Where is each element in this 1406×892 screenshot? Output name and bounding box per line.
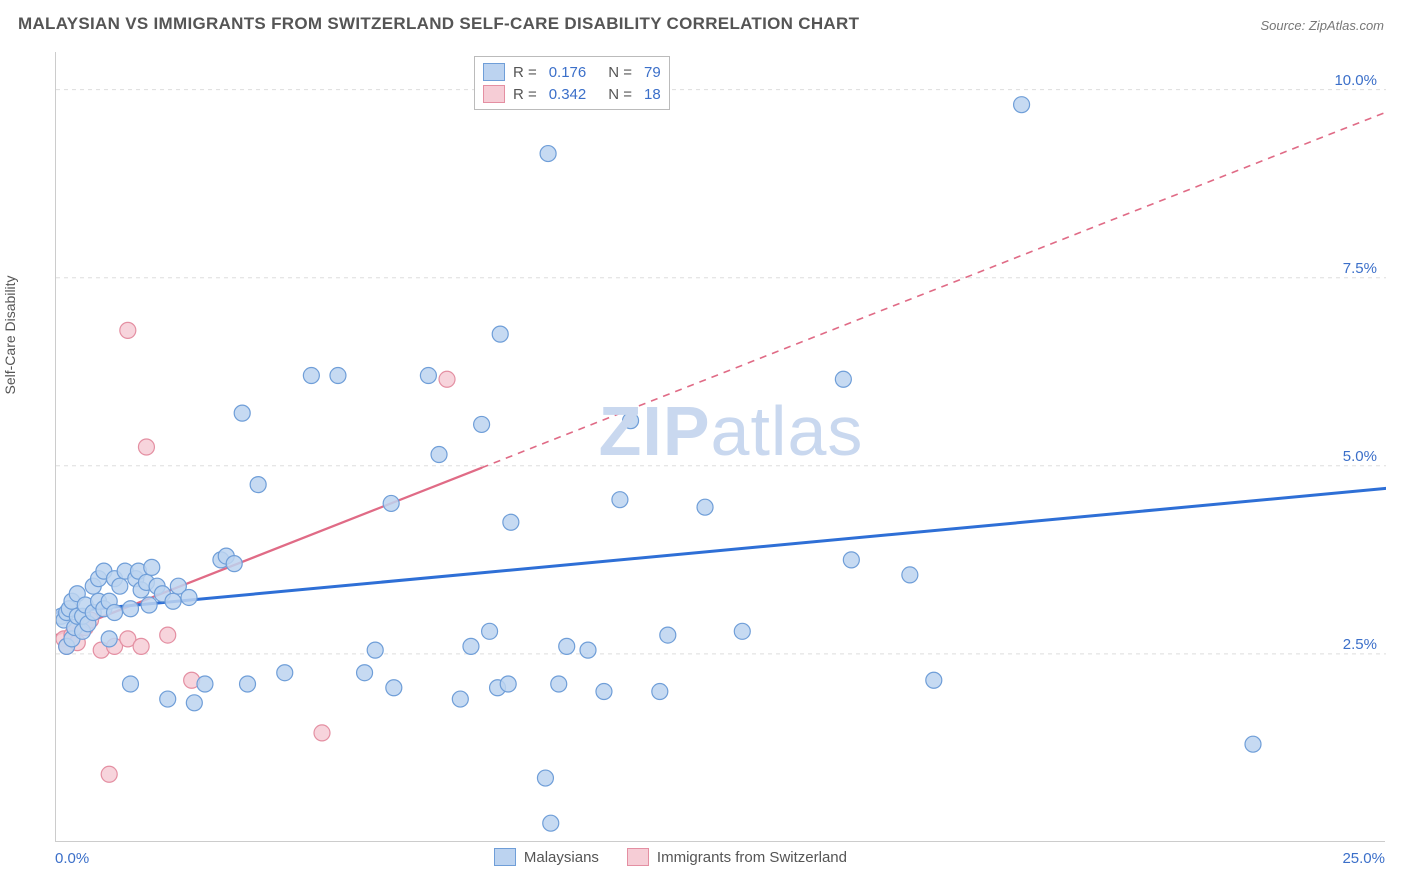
plot-area: ZIPatlas: [55, 52, 1385, 842]
x-tick-label: 0.0%: [55, 850, 89, 867]
legend-swatch: [483, 85, 505, 103]
legend-swatch: [627, 848, 649, 866]
chart-title: MALAYSIAN VS IMMIGRANTS FROM SWITZERLAND…: [18, 14, 859, 34]
legend-r-label: R =: [513, 86, 537, 103]
y-tick-label: 10.0%: [1334, 72, 1377, 89]
x-tick-label: 25.0%: [1335, 850, 1385, 867]
legend-n-label: N =: [608, 86, 632, 103]
legend-swatch: [483, 63, 505, 81]
legend-n-label: N =: [608, 64, 632, 81]
legend-series: Malaysians Immigrants from Switzerland: [494, 848, 847, 866]
legend-series-item: Immigrants from Switzerland: [627, 848, 847, 866]
y-tick-label: 5.0%: [1343, 448, 1377, 465]
y-tick-label: 7.5%: [1343, 260, 1377, 277]
legend-stat-row: R = 0.176 N = 79: [483, 61, 661, 83]
legend-series-label: Malaysians: [524, 849, 599, 866]
y-axis-label: Self-Care Disability: [2, 275, 18, 394]
legend-stat-row: R = 0.342 N = 18: [483, 83, 661, 105]
legend-r-label: R =: [513, 64, 537, 81]
scatter-svg: [56, 52, 1386, 842]
y-tick-label: 2.5%: [1343, 636, 1377, 653]
legend-n-value: 18: [644, 86, 661, 103]
source-label: Source: ZipAtlas.com: [1260, 18, 1384, 33]
legend-r-value: 0.176: [549, 64, 587, 81]
legend-r-value: 0.342: [549, 86, 587, 103]
legend-series-label: Immigrants from Switzerland: [657, 849, 847, 866]
legend-series-item: Malaysians: [494, 848, 599, 866]
chart-container: MALAYSIAN VS IMMIGRANTS FROM SWITZERLAND…: [0, 0, 1406, 892]
legend-swatch: [494, 848, 516, 866]
legend-stats: R = 0.176 N = 79 R = 0.342 N = 18: [474, 56, 670, 110]
legend-n-value: 79: [644, 64, 661, 81]
